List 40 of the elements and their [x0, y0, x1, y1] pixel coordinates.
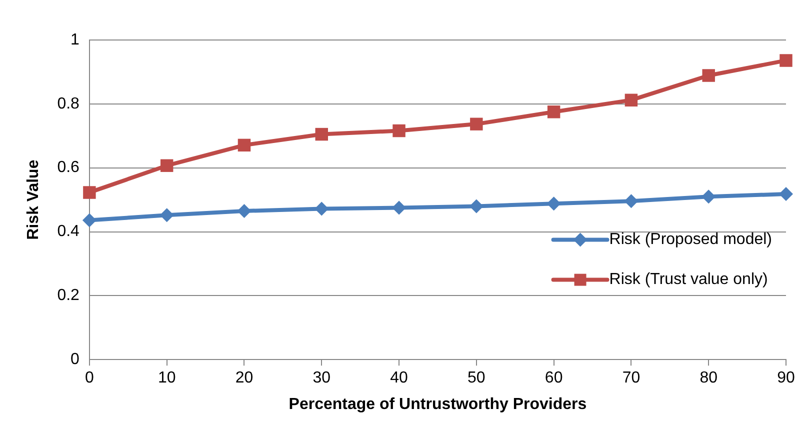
x-tick-label: 30 [312, 370, 331, 387]
point [315, 128, 328, 141]
y-tick-label: 0.6 [57, 159, 80, 176]
x-tick-label: 0 [84, 370, 94, 387]
x-tick-label: 40 [390, 370, 408, 387]
x-axis-title: Percentage of Untrustworthy Providers [288, 396, 587, 413]
point [470, 118, 483, 130]
point [780, 54, 792, 67]
legend-label: Risk (Trust value only) [609, 271, 768, 288]
x-tick-label: 20 [235, 370, 254, 387]
point [546, 196, 561, 211]
point [160, 159, 174, 172]
x-tick-label: 50 [468, 370, 486, 387]
point [83, 186, 96, 199]
point [469, 199, 484, 214]
point [702, 69, 715, 82]
y-tick-label: 0 [70, 351, 80, 368]
y-tick-label: 0.4 [57, 223, 80, 240]
point [392, 200, 406, 215]
point [779, 187, 793, 202]
point [547, 106, 560, 118]
point [702, 190, 716, 204]
legend-label: Risk (Proposed model) [609, 231, 772, 248]
point [160, 208, 174, 222]
point [392, 124, 406, 138]
x-tick-label: 90 [777, 370, 795, 387]
point [237, 204, 252, 218]
y-tick-label: 1 [70, 31, 80, 48]
point [238, 138, 251, 152]
point [82, 213, 96, 228]
x-tick-label: 10 [158, 370, 176, 387]
point [624, 194, 638, 208]
x-tick-label: 60 [544, 370, 563, 387]
x-tick-label: 80 [700, 370, 718, 387]
y-tick-label: 0.2 [57, 287, 80, 304]
x-tick-label: 70 [622, 370, 640, 387]
point [314, 202, 329, 216]
y-tick-label: 0.8 [57, 95, 80, 112]
y-axis-title: Risk Value [25, 160, 42, 240]
point [624, 94, 638, 106]
